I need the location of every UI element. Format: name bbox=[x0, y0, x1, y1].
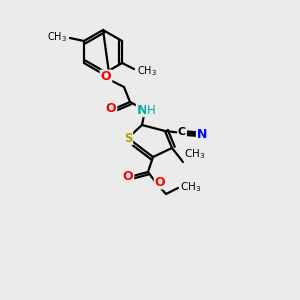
Text: CH$_3$: CH$_3$ bbox=[137, 64, 157, 78]
Text: C: C bbox=[178, 127, 186, 137]
Text: CH$_3$: CH$_3$ bbox=[180, 180, 201, 194]
Text: N: N bbox=[136, 103, 148, 116]
Text: CH$_3$: CH$_3$ bbox=[47, 30, 67, 44]
Text: O: O bbox=[101, 70, 111, 83]
Text: CH$_3$: CH$_3$ bbox=[184, 147, 205, 161]
Text: O: O bbox=[106, 101, 116, 115]
Text: O: O bbox=[123, 169, 133, 182]
Text: H: H bbox=[147, 104, 155, 118]
Text: O: O bbox=[155, 176, 165, 188]
Text: S: S bbox=[124, 131, 132, 145]
Text: N: N bbox=[197, 128, 207, 140]
